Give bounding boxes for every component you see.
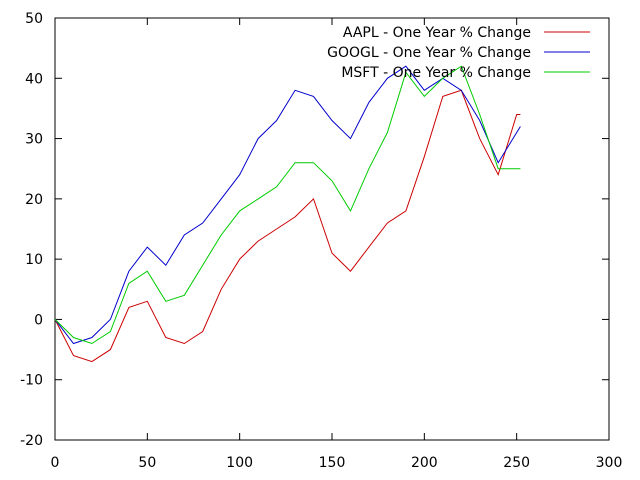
plot-frame (54, 17, 610, 441)
series-line-googl (54, 65, 521, 345)
x-tick-label: 150 (319, 455, 346, 471)
series-line-msft (54, 65, 521, 345)
x-tick-label: 100 (226, 455, 253, 471)
x-tick-label: 0 (51, 455, 60, 471)
y-tick-label: 10 (25, 252, 43, 268)
legend: AAPL - One Year % Change GOOGL - One Year… (327, 25, 590, 81)
x-tick-label: 50 (138, 455, 156, 471)
legend-label-googl: GOOGL - One Year % Change (327, 45, 531, 61)
x-tick-label: 250 (503, 455, 530, 471)
y-tick-label: 30 (25, 132, 43, 148)
axes-layer: -20 -10 0 10 20 30 40 50 0 50 100 150 200 250 300 (20, 11, 622, 471)
y-tick-label: 20 (25, 192, 43, 208)
legend-label-aapl: AAPL - One Year % Change (343, 25, 531, 41)
y-tick-label: -20 (20, 433, 43, 449)
series-layer (54, 65, 521, 363)
x-tick-label: 300 (596, 455, 623, 471)
legend-label-msft: MSFT - One Year % Change (341, 65, 531, 81)
series-line-aapl (54, 89, 521, 363)
y-tick-label: -10 (20, 373, 43, 389)
y-tick-label: 40 (25, 71, 43, 87)
y-tick-label: 0 (34, 312, 43, 328)
x-tick-label: 200 (411, 455, 438, 471)
y-tick-label: 50 (25, 11, 43, 27)
